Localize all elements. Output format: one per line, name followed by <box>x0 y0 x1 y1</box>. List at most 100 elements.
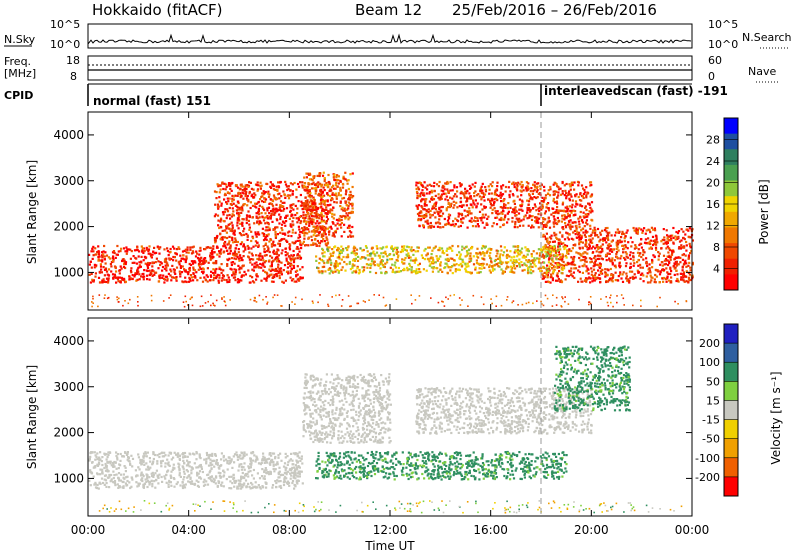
heatmap-cell <box>514 222 517 226</box>
heatmap-cell <box>231 237 234 240</box>
heatmap-cell <box>601 258 604 261</box>
heatmap-cell <box>330 254 333 258</box>
heatmap-cell <box>419 193 422 196</box>
heatmap-cell <box>255 266 258 269</box>
heatmap-cell <box>322 232 325 235</box>
heatmap-cell <box>347 198 350 201</box>
heatmap-cell <box>540 300 542 303</box>
heatmap-cell <box>318 262 321 265</box>
heatmap-cell <box>505 256 509 259</box>
heatmap-cell <box>285 239 288 242</box>
heatmap-cell <box>550 237 553 240</box>
heatmap-cell <box>670 238 673 242</box>
heatmap-cell <box>292 266 296 269</box>
heatmap-cell <box>515 187 518 190</box>
heatmap-cell <box>601 243 604 246</box>
heatmap-cell <box>610 294 612 297</box>
heatmap-cell <box>224 304 227 307</box>
heatmap-cell <box>668 239 671 242</box>
heatmap-cell <box>307 228 310 231</box>
heatmap-cell <box>399 250 402 254</box>
heatmap-cell <box>654 246 658 249</box>
heatmap-cell <box>305 189 309 192</box>
heatmap-cell <box>440 194 443 197</box>
heatmap-cell <box>582 187 585 190</box>
heatmap-cell <box>442 190 445 193</box>
heatmap-cell <box>689 252 692 255</box>
heatmap-cell <box>262 232 266 236</box>
heatmap-cell <box>553 201 556 204</box>
heatmap-cell <box>542 200 545 203</box>
heatmap-cell <box>603 229 607 232</box>
colorbar-tick-label: 16 <box>706 198 720 211</box>
heatmap-cell <box>683 238 686 241</box>
heatmap-cell <box>645 275 648 278</box>
heatmap-cell <box>323 226 326 229</box>
heatmap-cell <box>579 259 582 262</box>
heatmap-cell <box>566 252 569 255</box>
heatmap-cell <box>450 266 453 269</box>
heatmap-cell <box>590 194 593 198</box>
heatmap-cell <box>351 207 354 210</box>
heatmap-cell <box>422 198 425 201</box>
heatmap-cell <box>323 194 326 197</box>
heatmap-cell <box>437 185 440 188</box>
heatmap-cell <box>99 263 102 266</box>
heatmap-cell <box>680 278 683 281</box>
heatmap-cell <box>639 252 642 255</box>
heatmap-cell <box>611 239 614 242</box>
heatmap-cell <box>255 278 258 281</box>
heatmap-cell <box>319 214 322 217</box>
heatmap-cell <box>470 186 473 189</box>
power-colorbar-label: Power [dB] <box>757 179 771 244</box>
heatmap-cell <box>518 224 522 227</box>
heatmap-cell <box>291 193 294 196</box>
heatmap-cell <box>346 179 349 182</box>
heatmap-cell <box>687 254 691 257</box>
heatmap-cell <box>279 215 282 219</box>
heatmap-cell <box>637 270 640 273</box>
heatmap-cell <box>279 271 283 274</box>
heatmap-cell <box>307 236 310 240</box>
heatmap-cell <box>354 257 357 260</box>
heatmap-cell <box>674 235 677 238</box>
heatmap-cell <box>520 208 523 211</box>
heatmap-cell <box>408 262 411 265</box>
heatmap-cell <box>592 268 596 271</box>
heatmap-cell <box>274 258 277 261</box>
heatmap-cell <box>364 245 368 248</box>
heatmap-cell <box>182 467 185 470</box>
heatmap-cell <box>238 214 241 217</box>
heatmap-cell <box>669 281 672 284</box>
heatmap-cell <box>290 214 293 217</box>
heatmap-cell <box>514 206 517 209</box>
heatmap-cell <box>570 209 573 212</box>
heatmap-cell <box>516 255 519 258</box>
heatmap-cell <box>331 254 334 257</box>
heatmap-cell <box>531 224 534 227</box>
heatmap-cell <box>90 272 93 275</box>
heatmap-cell <box>337 270 341 273</box>
heatmap-cell <box>499 225 502 229</box>
heatmap-cell <box>666 263 670 267</box>
heatmap-cell <box>216 203 220 206</box>
heatmap-cell <box>206 267 209 270</box>
heatmap-cell <box>292 261 296 264</box>
heatmap-cell <box>237 208 240 211</box>
heatmap-cell <box>464 187 467 190</box>
heatmap-cell <box>140 275 143 278</box>
heatmap-cell <box>412 253 415 256</box>
heatmap-cell <box>481 213 484 216</box>
heatmap-cell <box>614 264 617 267</box>
heatmap-cell <box>351 271 354 274</box>
heatmap-cell <box>448 205 452 208</box>
heatmap-cell <box>592 251 595 254</box>
heatmap-cell <box>641 231 644 234</box>
heatmap-cell <box>547 207 550 210</box>
heatmap-cell <box>182 254 185 257</box>
heatmap-cell <box>298 228 301 231</box>
heatmap-cell <box>223 300 226 302</box>
heatmap-cell <box>549 276 552 279</box>
